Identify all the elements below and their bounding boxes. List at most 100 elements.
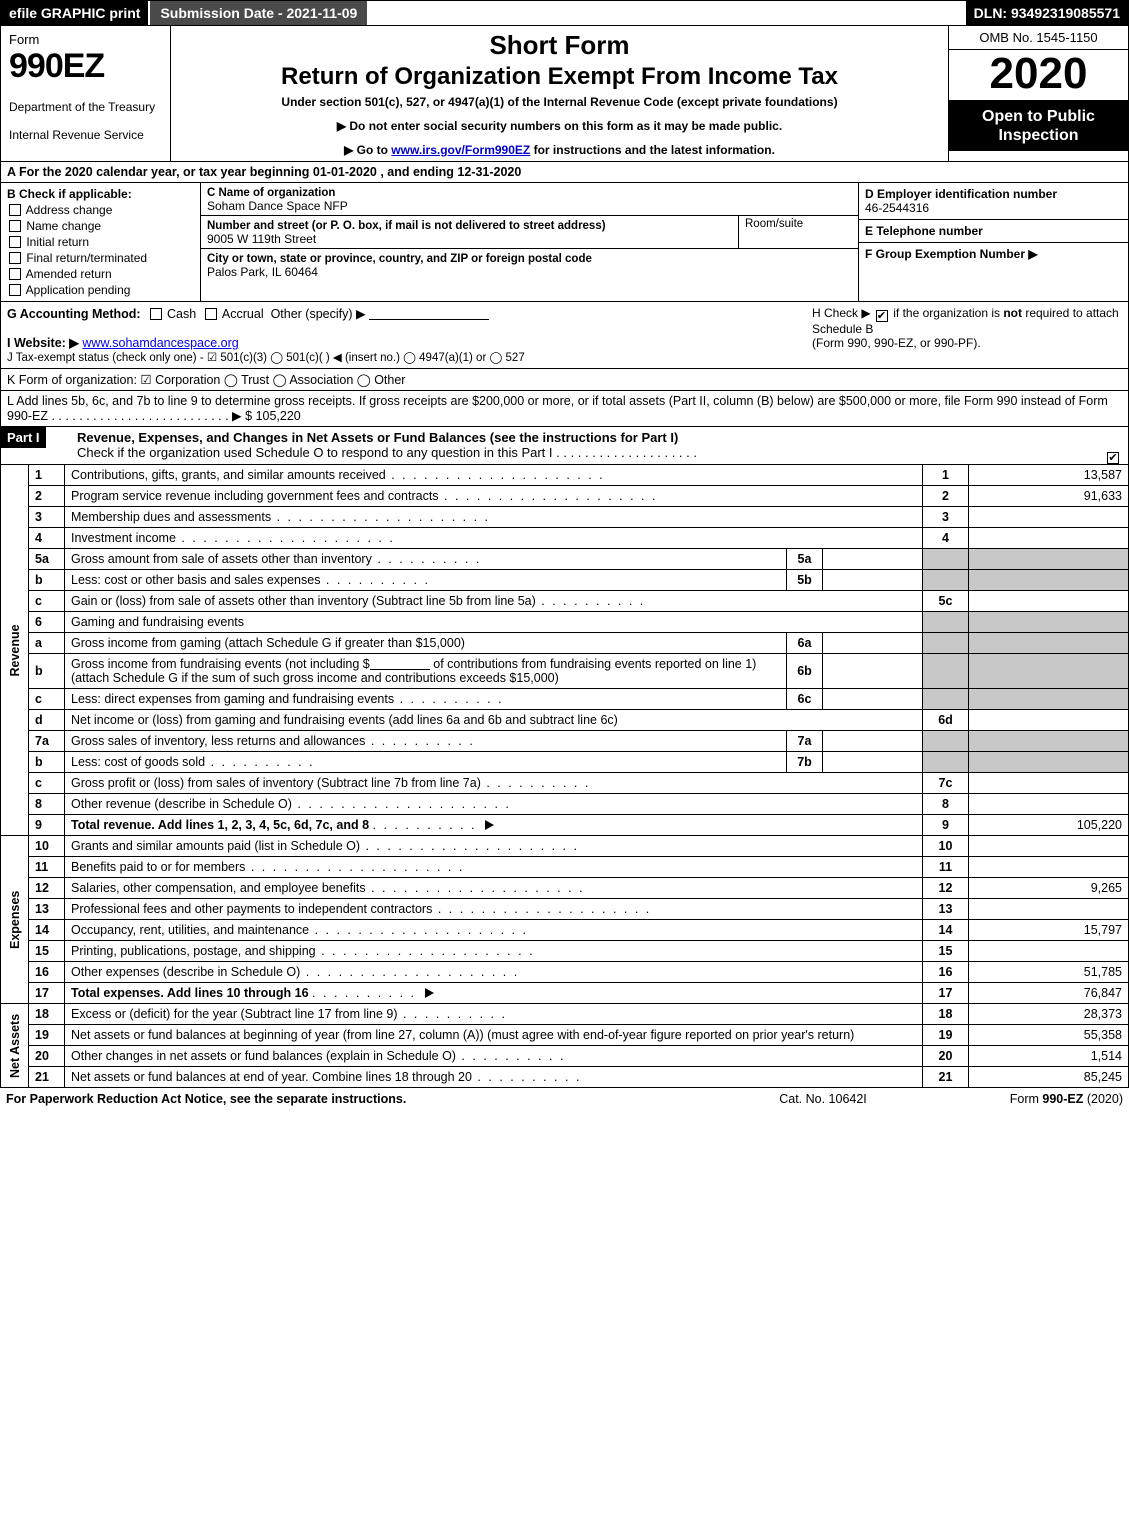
org-name-label: C Name of organization (207, 187, 335, 199)
l20-t: Other changes in net assets or fund bala… (65, 1046, 923, 1067)
ssn-note: ▶ Do not enter social security numbers o… (179, 119, 940, 133)
row-h-checkbox[interactable] (876, 310, 888, 322)
l13-n: 13 (29, 899, 65, 920)
city-value: Palos Park, IL 60464 (207, 265, 318, 279)
l17-val: 76,847 (969, 983, 1129, 1004)
revenue-side-label: Revenue (1, 465, 29, 836)
dept-treasury: Department of the Treasury (9, 100, 162, 114)
topbar-spacer (367, 1, 965, 25)
l7c-num: 7c (923, 773, 969, 794)
expenses-side-label: Expenses (1, 836, 29, 1004)
line-7b: b Less: cost of goods sold 7b (1, 752, 1129, 773)
line-18: Net Assets 18 Excess or (deficit) for th… (1, 1004, 1129, 1025)
line-5a: 5a Gross amount from sale of assets othe… (1, 549, 1129, 570)
line-1: Revenue 1 Contributions, gifts, grants, … (1, 465, 1129, 486)
opt-application-pending[interactable]: Application pending (7, 283, 194, 297)
opt-initial-return[interactable]: Initial return (7, 235, 194, 249)
short-form-title: Short Form (179, 30, 940, 61)
l2-val: 91,633 (969, 486, 1129, 507)
l6a-num (923, 633, 969, 654)
l6d-t: Net income or (loss) from gaming and fun… (65, 710, 923, 731)
bcdef-block: B Check if applicable: Address change Na… (0, 183, 1129, 302)
l5a-t: Gross amount from sale of assets other t… (65, 549, 787, 570)
section-c: C Name of organization Soham Dance Space… (201, 183, 858, 301)
l18-val: 28,373 (969, 1004, 1129, 1025)
row-g-prefix: G Accounting Method: (7, 307, 141, 321)
row-g: G Accounting Method: Cash Accrual Other … (7, 306, 812, 364)
line-21: 21 Net assets or fund balances at end of… (1, 1067, 1129, 1088)
l7a-val (969, 731, 1129, 752)
street-cell: Number and street (or P. O. box, if mail… (201, 216, 738, 248)
l10-t: Grants and similar amounts paid (list in… (65, 836, 923, 857)
address-row: Number and street (or P. O. box, if mail… (201, 216, 858, 249)
line-2: 2 Program service revenue including gove… (1, 486, 1129, 507)
omb-number: OMB No. 1545-1150 (949, 26, 1128, 50)
opt-amended-return[interactable]: Amended return (7, 267, 194, 281)
l7c-n: c (29, 773, 65, 794)
l9-num: 9 (923, 815, 969, 836)
line-5b: b Less: cost or other basis and sales ex… (1, 570, 1129, 591)
l1-num: 1 (923, 465, 969, 486)
l6a-n: a (29, 633, 65, 654)
footer-left: For Paperwork Reduction Act Notice, see … (6, 1092, 723, 1106)
line-4: 4 Investment income 4 (1, 528, 1129, 549)
l7a-n: 7a (29, 731, 65, 752)
l9-val: 105,220 (969, 815, 1129, 836)
l11-n: 11 (29, 857, 65, 878)
l7a-subval (823, 731, 923, 752)
l8-n: 8 (29, 794, 65, 815)
footer-right: Form 990-EZ (2020) (923, 1092, 1123, 1106)
l8-t: Other revenue (describe in Schedule O) (65, 794, 923, 815)
section-def: D Employer identification number 46-2544… (858, 183, 1128, 301)
row-l-amount: 105,220 (252, 409, 301, 423)
l10-num: 10 (923, 836, 969, 857)
room-label: Room/suite (745, 218, 803, 230)
row-h-1: H Check ▶ (812, 306, 871, 320)
section-b-label: B Check if applicable: (7, 187, 132, 201)
l6-t: Gaming and fundraising events (65, 612, 923, 633)
part-i-label: Part I (1, 427, 46, 448)
l5b-val (969, 570, 1129, 591)
netassets-side-label: Net Assets (1, 1004, 29, 1088)
l20-val: 1,514 (969, 1046, 1129, 1067)
l6d-val (969, 710, 1129, 731)
l5a-val (969, 549, 1129, 570)
group-row: F Group Exemption Number ▶ (859, 243, 1128, 301)
l6b-t1: Gross income from fundraising events (no… (71, 657, 370, 671)
l1-n: 1 (29, 465, 65, 486)
l4-n: 4 (29, 528, 65, 549)
l21-n: 21 (29, 1067, 65, 1088)
opt-address-change[interactable]: Address change (7, 203, 194, 217)
l5a-n: 5a (29, 549, 65, 570)
top-bar: efile GRAPHIC print Submission Date - 20… (0, 0, 1129, 26)
l2-t: Program service revenue including govern… (65, 486, 923, 507)
l12-val: 9,265 (969, 878, 1129, 899)
l7a-num (923, 731, 969, 752)
l11-t: Benefits paid to or for members (65, 857, 923, 878)
open-to-public: Open to Public Inspection (949, 101, 1128, 151)
l13-val (969, 899, 1129, 920)
goto-pre: ▶ Go to (344, 143, 391, 157)
line-20: 20 Other changes in net assets or fund b… (1, 1046, 1129, 1067)
header-center: Short Form Return of Organization Exempt… (171, 26, 948, 161)
row-a-taxyear: A For the 2020 calendar year, or tax yea… (0, 162, 1129, 183)
l3-n: 3 (29, 507, 65, 528)
street-value: 9005 W 119th Street (207, 232, 316, 246)
part-i-checkbox[interactable] (1107, 452, 1119, 464)
l16-n: 16 (29, 962, 65, 983)
header-left: Form 990EZ Department of the Treasury In… (1, 26, 171, 161)
l4-val (969, 528, 1129, 549)
website-link[interactable]: www.sohamdancespace.org (82, 336, 238, 350)
l7b-num (923, 752, 969, 773)
line-5c: c Gain or (loss) from sale of assets oth… (1, 591, 1129, 612)
line-14: 14 Occupancy, rent, utilities, and maint… (1, 920, 1129, 941)
l5c-n: c (29, 591, 65, 612)
efile-label[interactable]: efile GRAPHIC print (1, 1, 148, 25)
l6-n: 6 (29, 612, 65, 633)
l7b-t: Less: cost of goods sold (65, 752, 787, 773)
opt-final-return[interactable]: Final return/terminated (7, 251, 194, 265)
l21-num: 21 (923, 1067, 969, 1088)
line-13: 13 Professional fees and other payments … (1, 899, 1129, 920)
goto-link[interactable]: www.irs.gov/Form990EZ (391, 143, 530, 157)
opt-name-change[interactable]: Name change (7, 219, 194, 233)
